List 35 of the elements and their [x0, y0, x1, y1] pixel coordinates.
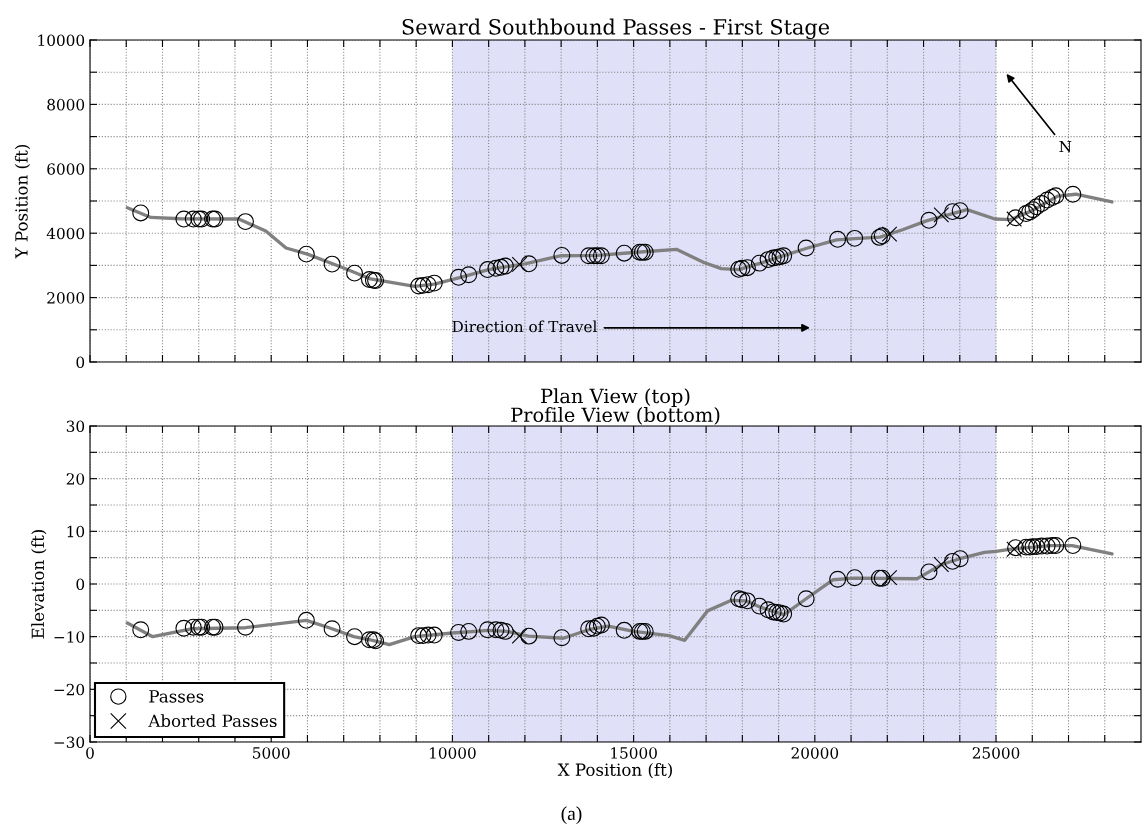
y-tick-label: 30 — [66, 420, 85, 433]
x-axis-title: X Position (ft) — [557, 763, 672, 779]
y-tick-label: 10000 — [38, 34, 85, 47]
annotation: N — [1059, 140, 1072, 153]
chart-title: Seward Southbound Passes - First Stage — [402, 18, 830, 40]
chart-title: Plan View (top) Profile View (bottom) — [511, 388, 720, 425]
legend-label: Passes — [149, 690, 204, 703]
y-tick-label: 20 — [66, 473, 85, 485]
x-tick-label: 10000 — [429, 747, 476, 759]
x-tick-label: 15000 — [611, 747, 657, 759]
y-axis-title: Elevation (ft) — [31, 529, 47, 639]
point — [881, 569, 898, 586]
x-tick-label: 5000 — [253, 747, 290, 759]
y-tick-label: 2000 — [47, 292, 85, 304]
y-tick-label: 8000 — [47, 98, 85, 111]
annotation: Direction of Travel — [452, 320, 597, 333]
x-tick-label: 25000 — [972, 747, 1020, 759]
y-tick-label: 10 — [67, 525, 85, 538]
x-tick-label: 0 — [86, 747, 94, 759]
y-tick-label: 4000 — [46, 227, 85, 240]
point — [511, 628, 528, 644]
y-tick-label: −30 — [54, 736, 85, 749]
y-tick-label: 0 — [76, 578, 85, 591]
text: (a) — [561, 806, 582, 824]
y-tick-label: −10 — [54, 631, 85, 643]
point — [933, 556, 950, 573]
y-tick-label: 6000 — [47, 163, 85, 175]
point — [881, 226, 898, 243]
point — [511, 256, 528, 273]
y-tick-label: −20 — [54, 683, 85, 696]
legend-label: Aborted Passes — [148, 714, 277, 728]
y-axis-title: Y Position (ft) — [14, 144, 31, 259]
point — [933, 207, 950, 223]
y-tick-label: 0 — [76, 356, 85, 369]
x-tick-label: 20000 — [791, 747, 839, 759]
